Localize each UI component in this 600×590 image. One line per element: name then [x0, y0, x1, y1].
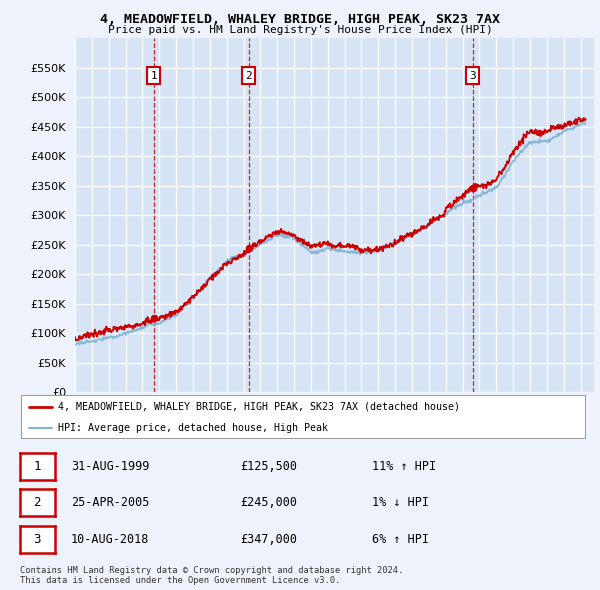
Text: 31-AUG-1999: 31-AUG-1999 [71, 460, 149, 473]
Text: 11% ↑ HPI: 11% ↑ HPI [372, 460, 436, 473]
Text: 3: 3 [469, 71, 476, 80]
Text: Price paid vs. HM Land Registry's House Price Index (HPI): Price paid vs. HM Land Registry's House … [107, 25, 493, 35]
Text: 1% ↓ HPI: 1% ↓ HPI [372, 496, 429, 509]
Text: 2: 2 [34, 496, 41, 509]
Text: 1: 1 [34, 460, 41, 473]
Text: £347,000: £347,000 [240, 533, 297, 546]
Text: 6% ↑ HPI: 6% ↑ HPI [372, 533, 429, 546]
Text: 2: 2 [245, 71, 252, 80]
Text: 10-AUG-2018: 10-AUG-2018 [71, 533, 149, 546]
Text: 1: 1 [151, 71, 157, 80]
Text: £125,500: £125,500 [240, 460, 297, 473]
Text: £245,000: £245,000 [240, 496, 297, 509]
Text: 25-APR-2005: 25-APR-2005 [71, 496, 149, 509]
Text: HPI: Average price, detached house, High Peak: HPI: Average price, detached house, High… [58, 424, 328, 434]
Text: 3: 3 [34, 533, 41, 546]
Text: Contains HM Land Registry data © Crown copyright and database right 2024.
This d: Contains HM Land Registry data © Crown c… [20, 566, 403, 585]
Text: 4, MEADOWFIELD, WHALEY BRIDGE, HIGH PEAK, SK23 7AX: 4, MEADOWFIELD, WHALEY BRIDGE, HIGH PEAK… [100, 13, 500, 26]
Text: 4, MEADOWFIELD, WHALEY BRIDGE, HIGH PEAK, SK23 7AX (detached house): 4, MEADOWFIELD, WHALEY BRIDGE, HIGH PEAK… [58, 402, 460, 412]
